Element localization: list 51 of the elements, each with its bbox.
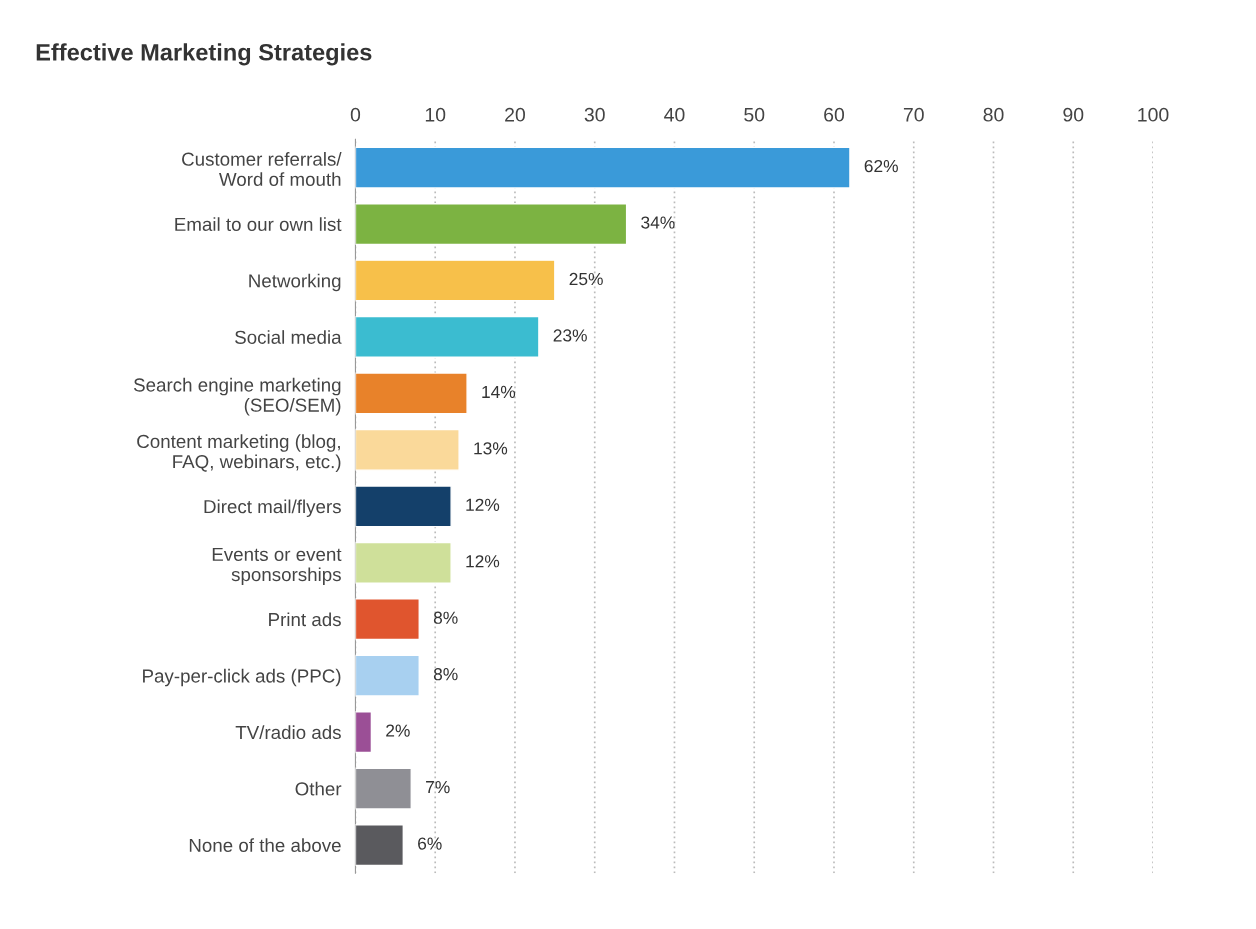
bar: [355, 146, 851, 189]
y-tick-label: Social media: [235, 330, 342, 344]
y-tick-label: Networking: [249, 273, 341, 292]
data-label: 14%: [482, 385, 516, 398]
bar: [355, 315, 540, 358]
y-tick-label: Search engine marketing (SEO/SEM): [133, 377, 341, 416]
bar: [355, 428, 460, 471]
data-label: 12%: [466, 555, 500, 568]
x-tick-label: 60: [824, 107, 845, 122]
data-label: 34%: [641, 216, 675, 229]
x-tick-label: 40: [664, 107, 685, 122]
y-tick-label: Print ads: [269, 612, 341, 627]
data-label: 8%: [433, 611, 458, 624]
data-label: 25%: [569, 272, 603, 286]
x-tick-label: 10: [425, 107, 446, 122]
x-tick-label: 50: [744, 107, 765, 122]
bar: [355, 598, 420, 641]
x-tick-label: 90: [1063, 107, 1084, 122]
data-label: 6%: [418, 837, 442, 850]
y-tick-label: Pay-per-click ads (PPC): [143, 668, 341, 687]
data-label: 7%: [426, 781, 450, 794]
y-tick-label: Content marketing (blog, FAQ, webinars, etc.): [137, 434, 341, 472]
x-tick-label: 70: [903, 107, 924, 122]
x-tick-label: 100: [1138, 107, 1169, 122]
bar: [355, 654, 420, 697]
data-label: 12%: [466, 498, 500, 511]
y-tick-label: Email to our own list: [175, 217, 342, 232]
data-label: 8%: [433, 668, 458, 681]
y-tick-label: None of the above: [189, 838, 341, 853]
data-label: 62%: [864, 159, 898, 173]
y-tick-label: Direct mail/flyers: [204, 499, 341, 517]
bar: [355, 541, 452, 584]
x-tick-label: 0: [350, 107, 361, 122]
x-tick-label: 20: [505, 107, 526, 122]
y-tick-label: Customer referrals/ Word of mouth: [182, 152, 342, 187]
bar: [355, 824, 404, 867]
data-label: 23%: [553, 329, 587, 342]
x-tick-label: 80: [983, 107, 1004, 122]
data-label: 13%: [474, 442, 508, 455]
bar: [355, 767, 412, 810]
y-tick-label: Other: [295, 781, 342, 796]
bar: [355, 485, 452, 528]
y-tick-label: Events or event sponsorships: [212, 547, 342, 585]
chart-title: Effective Marketing Strategies: [36, 43, 372, 66]
bar: [355, 711, 373, 754]
bar: [355, 259, 556, 302]
y-tick-label: TV/radio ads: [235, 725, 341, 740]
bar: [355, 372, 468, 415]
data-label: 2%: [386, 724, 410, 737]
x-tick-label: 30: [584, 107, 605, 122]
bar: [355, 203, 628, 246]
